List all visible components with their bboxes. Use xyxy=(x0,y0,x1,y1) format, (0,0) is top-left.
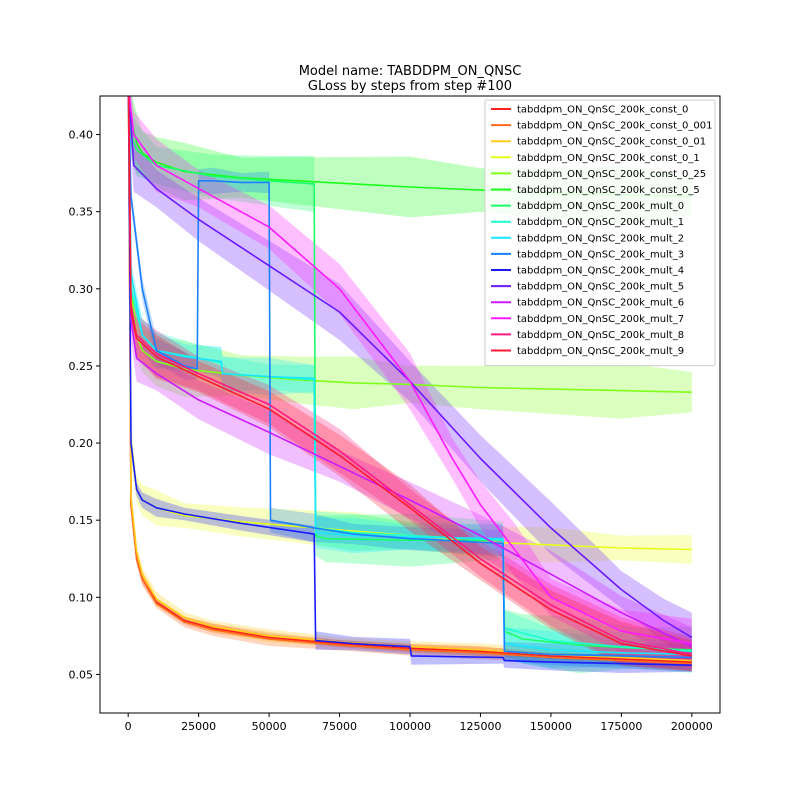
series-band xyxy=(128,96,692,670)
legend-entry: tabddpm_ON_QnSC_200k_mult_2 xyxy=(517,233,684,244)
legend-entry: tabddpm_ON_QnSC_200k_const_0 xyxy=(517,105,688,116)
series-band xyxy=(128,96,692,673)
legend-entry: tabddpm_ON_QnSC_200k_mult_6 xyxy=(517,298,684,309)
chart-title: Model name: TABDDPM_ON_QNSC xyxy=(299,64,522,79)
legend-entry: tabddpm_ON_QnSC_200k_mult_9 xyxy=(517,346,684,357)
series-band xyxy=(128,96,692,419)
legend-entry: tabddpm_ON_QnSC_200k_mult_3 xyxy=(517,249,684,260)
x-tick-label: 200000 xyxy=(671,720,713,733)
legend-entry: tabddpm_ON_QnSC_200k_mult_8 xyxy=(517,330,684,341)
x-tick-label: 25000 xyxy=(181,720,216,733)
legend-entry: tabddpm_ON_QnSC_200k_mult_5 xyxy=(517,282,684,293)
series-band xyxy=(128,96,692,668)
legend-box xyxy=(484,99,716,367)
legend-entry: tabddpm_ON_QnSC_200k_mult_4 xyxy=(517,266,684,277)
x-axis: 0 25000 50000 75000 100000 125000 150000 175000… xyxy=(125,713,713,733)
y-tick-label: 0.35 xyxy=(69,206,94,219)
legend-entry: tabddpm_ON_QnSC_200k_const_0_25 xyxy=(517,169,706,180)
y-tick-label: 0.30 xyxy=(69,283,94,296)
y-tick-label: 0.15 xyxy=(69,514,94,527)
legend-entry: tabddpm_ON_QnSC_200k_const_0_1 xyxy=(517,153,700,164)
series-band xyxy=(128,96,692,564)
series-line xyxy=(127,96,692,665)
legend-entry: tabddpm_ON_QnSC_200k_mult_7 xyxy=(517,314,684,325)
x-tick-label: 0 xyxy=(125,720,132,733)
y-tick-label: 0.20 xyxy=(69,437,94,450)
series-line xyxy=(127,96,692,656)
series-line xyxy=(127,96,692,666)
legend-entry: tabddpm_ON_QnSC_200k_const_0_001 xyxy=(517,121,712,132)
x-tick-label: 175000 xyxy=(600,720,642,733)
y-tick-label: 0.10 xyxy=(69,591,94,604)
series-line xyxy=(127,96,692,659)
series-band xyxy=(128,96,692,672)
chart-subtitle: GLoss by steps from step #100 xyxy=(308,79,512,94)
series-lines xyxy=(127,96,693,666)
x-tick-label: 75000 xyxy=(322,720,357,733)
series-band xyxy=(128,96,692,674)
y-tick-label: 0.25 xyxy=(69,360,94,373)
series-band xyxy=(128,96,692,663)
series-line xyxy=(128,96,692,645)
legend-entry: tabddpm_ON_QnSC_200k_const_0_5 xyxy=(517,185,700,196)
series-band xyxy=(128,96,692,672)
y-axis: 0.05 0.10 0.15 0.20 0.25 0.30 0.35 0.40 xyxy=(69,129,100,681)
x-tick-label: 125000 xyxy=(459,720,501,733)
legend-entry: tabddpm_ON_QnSC_200k_mult_0 xyxy=(517,201,684,212)
y-tick-label: 0.40 xyxy=(69,129,94,142)
series-band xyxy=(128,96,692,667)
series-line xyxy=(127,96,693,648)
series-line xyxy=(128,96,693,639)
x-tick-label: 100000 xyxy=(389,720,431,733)
series-line xyxy=(128,96,692,651)
x-tick-label: 50000 xyxy=(252,720,287,733)
series-line xyxy=(127,96,692,657)
legend: tabddpm_ON_QnSC_200k_const_0 tabddpm_ON_Q… xyxy=(484,99,716,367)
legend-entry: tabddpm_ON_QnSC_200k_const_0_01 xyxy=(517,137,706,148)
legend-entry: tabddpm_ON_QnSC_200k_mult_1 xyxy=(517,217,684,228)
series-line xyxy=(127,96,692,656)
y-tick-label: 0.05 xyxy=(69,668,94,681)
x-tick-label: 150000 xyxy=(530,720,572,733)
